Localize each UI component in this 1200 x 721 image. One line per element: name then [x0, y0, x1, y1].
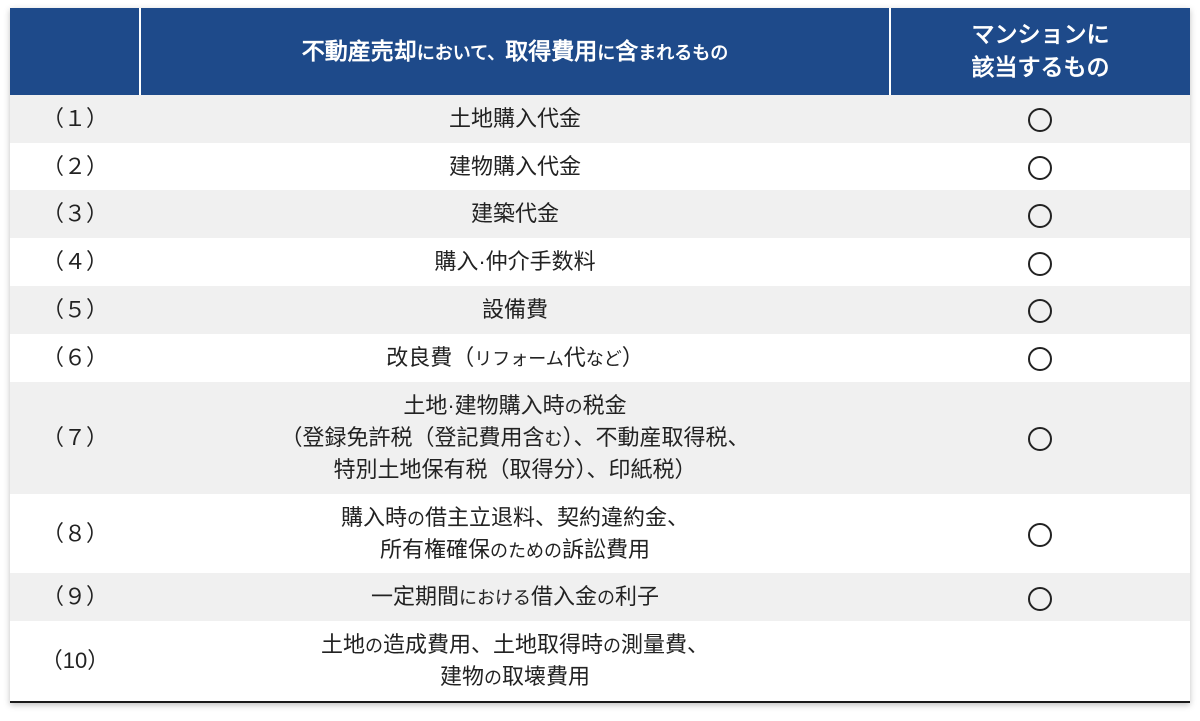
row-number: （７）	[10, 382, 140, 494]
row-description: 土地·建物購入時の税金 （登録免許税（登記費用含む）、不動産取得税、 特別土地保…	[140, 382, 890, 494]
table: 不動産売却において、取得費用に含まれるもの マンションに 該当するもの （１）土…	[10, 8, 1190, 701]
row-mark	[890, 238, 1190, 286]
row-number: （９）	[10, 573, 140, 621]
table-body: （１）土地購入代金（２）建物購入代金（３）建築代金（４）購入·仲介手数料（５）設…	[10, 95, 1190, 701]
row-description: 購入時の借主立退料、契約違約金、 所有権確保のための訴訟費用	[140, 494, 890, 574]
row-description: 土地の造成費用、土地取得時の測量費、 建物の取壊費用	[140, 621, 890, 701]
header-row: 不動産売却において、取得費用に含まれるもの マンションに 該当するもの	[10, 8, 1190, 95]
table-row: （８）購入時の借主立退料、契約違約金、 所有権確保のための訴訟費用	[10, 494, 1190, 574]
row-description: 改良費（リフォーム代など）	[140, 334, 890, 382]
row-description: 一定期間における借入金の利子	[140, 573, 890, 621]
row-description: 購入·仲介手数料	[140, 238, 890, 286]
row-number: （10）	[10, 621, 140, 701]
table-row: （６）改良費（リフォーム代など）	[10, 334, 1190, 382]
row-number: （１）	[10, 95, 140, 143]
row-description: 設備費	[140, 286, 890, 334]
table-row: （５）設備費	[10, 286, 1190, 334]
table-row: （10）土地の造成費用、土地取得時の測量費、 建物の取壊費用	[10, 621, 1190, 701]
header-col-description: 不動産売却において、取得費用に含まれるもの	[140, 8, 890, 95]
table-row: （４）購入·仲介手数料	[10, 238, 1190, 286]
header-col-mark: マンションに 該当するもの	[890, 8, 1190, 95]
circle-icon	[1028, 156, 1052, 180]
row-mark	[890, 143, 1190, 191]
table-row: （１）土地購入代金	[10, 95, 1190, 143]
circle-icon	[1028, 427, 1052, 451]
table-header: 不動産売却において、取得費用に含まれるもの マンションに 該当するもの	[10, 8, 1190, 95]
circle-icon	[1028, 587, 1052, 611]
header-col-number	[10, 8, 140, 95]
row-mark	[890, 382, 1190, 494]
row-mark	[890, 573, 1190, 621]
row-mark	[890, 621, 1190, 701]
row-mark	[890, 95, 1190, 143]
row-number: （６）	[10, 334, 140, 382]
circle-icon	[1028, 523, 1052, 547]
row-number: （４）	[10, 238, 140, 286]
row-number: （８）	[10, 494, 140, 574]
circle-icon	[1028, 108, 1052, 132]
table-row: （７）土地·建物購入時の税金 （登録免許税（登記費用含む）、不動産取得税、 特別…	[10, 382, 1190, 494]
circle-icon	[1028, 252, 1052, 276]
circle-icon	[1028, 204, 1052, 228]
row-mark	[890, 494, 1190, 574]
row-mark	[890, 190, 1190, 238]
circle-icon	[1028, 347, 1052, 371]
table-row: （９）一定期間における借入金の利子	[10, 573, 1190, 621]
circle-icon	[1028, 299, 1052, 323]
table-row: （３）建築代金	[10, 190, 1190, 238]
row-number: （３）	[10, 190, 140, 238]
row-mark	[890, 334, 1190, 382]
acquisition-cost-table: 不動産売却において、取得費用に含まれるもの マンションに 該当するもの （１）土…	[10, 8, 1190, 703]
row-mark	[890, 286, 1190, 334]
row-description: 土地購入代金	[140, 95, 890, 143]
row-number: （５）	[10, 286, 140, 334]
row-description: 建築代金	[140, 190, 890, 238]
row-number: （２）	[10, 143, 140, 191]
table-row: （２）建物購入代金	[10, 143, 1190, 191]
row-description: 建物購入代金	[140, 143, 890, 191]
